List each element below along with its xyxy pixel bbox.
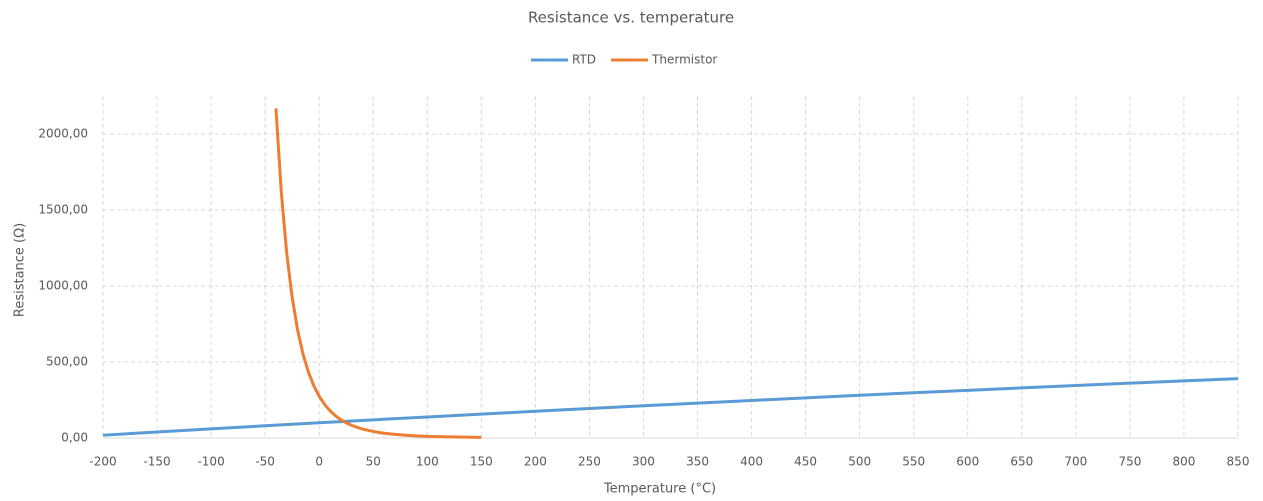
y-tick-label: 2000,00 bbox=[38, 127, 88, 141]
y-tick-label: 500,00 bbox=[46, 355, 88, 369]
x-tick-label: 800 bbox=[1172, 455, 1195, 469]
x-tick-label: 250 bbox=[578, 455, 601, 469]
y-axis-title: Resistance (Ω) bbox=[13, 223, 28, 317]
x-tick-label: -200 bbox=[89, 455, 116, 469]
x-tick-label: -100 bbox=[197, 455, 224, 469]
line-series bbox=[274, 108, 482, 439]
x-tick-label: 700 bbox=[1064, 455, 1087, 469]
y-tick-label: 1000,00 bbox=[38, 279, 88, 293]
x-tick-label: 750 bbox=[1118, 455, 1141, 469]
x-tick-label: 550 bbox=[902, 455, 925, 469]
y-tick-label: 1500,00 bbox=[38, 203, 88, 217]
x-tick-label: -50 bbox=[255, 455, 275, 469]
line-series bbox=[102, 377, 1239, 437]
x-tick-label: 0 bbox=[315, 455, 323, 469]
x-axis-title: Temperature (°C) bbox=[603, 482, 716, 497]
x-tick-label: 50 bbox=[366, 455, 381, 469]
x-tick-label: 850 bbox=[1227, 455, 1250, 469]
x-tick-label: 500 bbox=[848, 455, 871, 469]
x-tick-label: 600 bbox=[956, 455, 979, 469]
x-tick-label: 350 bbox=[686, 455, 709, 469]
x-tick-label: 400 bbox=[740, 455, 763, 469]
x-tick-label: 200 bbox=[524, 455, 547, 469]
x-tick-label: 150 bbox=[470, 455, 493, 469]
chart-title: Resistance vs. temperature bbox=[528, 9, 734, 27]
legend-label: RTD bbox=[572, 53, 596, 67]
legend-label: Thermistor bbox=[651, 53, 717, 67]
y-tick-label: 0,00 bbox=[61, 431, 88, 445]
x-tick-label: 450 bbox=[794, 455, 817, 469]
x-tick-label: 650 bbox=[1010, 455, 1033, 469]
x-tick-label: -150 bbox=[143, 455, 170, 469]
x-tick-label: 100 bbox=[416, 455, 439, 469]
x-tick-label: 300 bbox=[632, 455, 655, 469]
